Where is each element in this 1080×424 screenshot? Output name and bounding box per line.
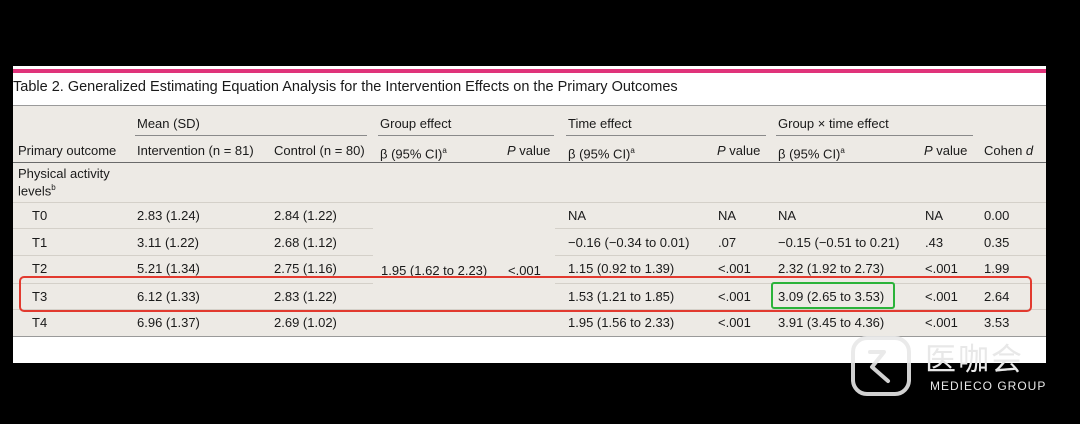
header-mean-sd: Mean (SD) bbox=[137, 116, 200, 131]
row-separator bbox=[13, 228, 373, 229]
col-time-p: P value bbox=[717, 143, 761, 158]
cell-control: 2.68 (1.12) bbox=[274, 235, 337, 250]
cell-control: 2.83 (1.22) bbox=[274, 289, 337, 304]
header-group-effect: Group effect bbox=[380, 116, 452, 131]
col-primary-outcome: Primary outcome bbox=[18, 143, 117, 158]
cell-cohen-d: 0.35 bbox=[984, 235, 1010, 250]
cell-time-beta: NA bbox=[568, 208, 587, 223]
row-separator bbox=[13, 283, 373, 284]
watermark-cn: 医咖会 bbox=[925, 342, 1024, 377]
cell-time-beta: 1.95 (1.56 to 2.33) bbox=[568, 315, 675, 330]
row-separator bbox=[555, 228, 1046, 229]
header-underline-group bbox=[378, 135, 554, 136]
cell-intervention: 2.83 (1.24) bbox=[137, 208, 200, 223]
cell-gt-p: <.001 bbox=[925, 261, 958, 276]
header-time-effect: Time effect bbox=[568, 116, 632, 131]
cell-intervention: 6.12 (1.33) bbox=[137, 289, 200, 304]
row-label: T1 bbox=[32, 235, 48, 250]
highlight-cell-t3-interaction bbox=[771, 282, 895, 309]
cell-cohen-d: 0.00 bbox=[984, 208, 1010, 223]
row-separator bbox=[13, 309, 1046, 310]
cell-control: 2.84 (1.22) bbox=[274, 208, 337, 223]
col-group-p: P value bbox=[507, 143, 551, 158]
cell-time-beta: 1.53 (1.21 to 1.85) bbox=[568, 289, 675, 304]
cell-gt-p: NA bbox=[925, 208, 944, 223]
cell-time-beta: −0.16 (−0.34 to 0.01) bbox=[568, 235, 690, 250]
col-time-beta: β (95% CI)a bbox=[568, 146, 635, 162]
col-gt-p: P value bbox=[924, 143, 968, 158]
header-underline-interaction bbox=[776, 135, 973, 136]
cell-gt-beta: 3.91 (3.45 to 4.36) bbox=[778, 315, 885, 330]
header-underline-mean bbox=[135, 135, 367, 136]
highlight-row-t3 bbox=[19, 276, 1032, 312]
medieco-logo-icon bbox=[851, 336, 911, 396]
cell-gt-beta: NA bbox=[778, 208, 797, 223]
header-underline-time bbox=[566, 135, 766, 136]
row-label: T3 bbox=[32, 289, 48, 304]
col-cohen-d: Cohen d bbox=[984, 143, 1034, 158]
row-separator bbox=[555, 255, 1046, 256]
col-intervention: Intervention (n = 81) bbox=[137, 143, 254, 158]
cell-cohen-d: 1.99 bbox=[984, 261, 1010, 276]
col-gt-beta: β (95% CI)a bbox=[778, 146, 845, 162]
cell-intervention: 5.21 (1.34) bbox=[137, 261, 200, 276]
row-separator bbox=[13, 255, 373, 256]
cell-gt-beta: 3.09 (2.65 to 3.53) bbox=[778, 289, 885, 304]
cell-time-beta: 1.15 (0.92 to 1.39) bbox=[568, 261, 675, 276]
cell-cohen-d: 2.64 bbox=[984, 289, 1010, 304]
row-label: T4 bbox=[32, 315, 48, 330]
cell-gt-beta: 2.32 (1.92 to 2.73) bbox=[778, 261, 885, 276]
cell-time-p: <.001 bbox=[718, 315, 751, 330]
section-label: Physical activity levelsb bbox=[18, 166, 110, 199]
cell-gt-p: <.001 bbox=[925, 289, 958, 304]
cell-time-p: .07 bbox=[718, 235, 737, 250]
header-group-time-effect: Group × time effect bbox=[778, 116, 889, 131]
cell-time-p: NA bbox=[718, 208, 737, 223]
watermark-en: MEDIECO GROUP bbox=[930, 379, 1047, 393]
cell-intervention: 3.11 (1.22) bbox=[137, 235, 199, 250]
cell-time-p: <.001 bbox=[718, 261, 751, 276]
accent-bar bbox=[13, 69, 1046, 73]
cell-cohen-d: 3.53 bbox=[984, 315, 1010, 330]
cell-intervention: 6.96 (1.37) bbox=[137, 315, 200, 330]
cell-group-beta: 1.95 (1.62 to 2.23) bbox=[381, 263, 488, 278]
row-separator bbox=[13, 202, 1046, 203]
cell-control: 2.69 (1.02) bbox=[274, 315, 337, 330]
row-label: T2 bbox=[32, 261, 48, 276]
header-bottom-rule bbox=[13, 162, 1046, 163]
cell-control: 2.75 (1.16) bbox=[274, 261, 337, 276]
results-table bbox=[13, 105, 1046, 337]
cell-gt-p: <.001 bbox=[925, 315, 958, 330]
col-group-beta: β (95% CI)a bbox=[380, 146, 447, 162]
cell-gt-p: .43 bbox=[925, 235, 944, 250]
cell-time-p: <.001 bbox=[718, 289, 751, 304]
row-label: T0 bbox=[32, 208, 48, 223]
table-title: Table 2. Generalized Estimating Equation… bbox=[13, 79, 678, 95]
cell-gt-beta: −0.15 (−0.51 to 0.21) bbox=[778, 235, 900, 250]
cell-group-p: <.001 bbox=[508, 263, 541, 278]
col-control: Control (n = 80) bbox=[274, 143, 365, 158]
